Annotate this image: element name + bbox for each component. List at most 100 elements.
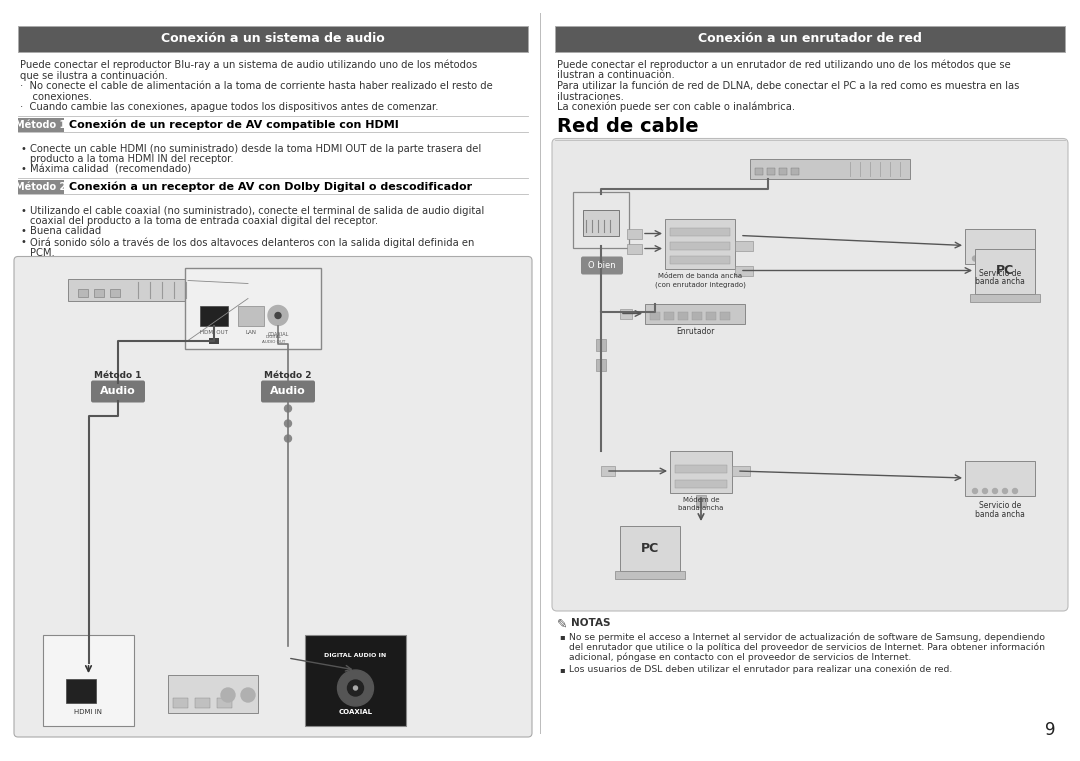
Text: PC: PC — [640, 542, 659, 555]
Text: Método 2: Método 2 — [15, 182, 67, 192]
Text: ilustraciones.: ilustraciones. — [557, 91, 624, 101]
FancyBboxPatch shape — [552, 139, 1068, 611]
Circle shape — [221, 688, 235, 702]
Text: Enrutador: Enrutador — [676, 327, 714, 336]
Circle shape — [284, 420, 292, 427]
FancyBboxPatch shape — [645, 304, 745, 323]
FancyBboxPatch shape — [596, 339, 606, 351]
FancyBboxPatch shape — [670, 451, 732, 493]
FancyBboxPatch shape — [66, 679, 96, 703]
Text: conexiones.: conexiones. — [21, 91, 92, 101]
FancyBboxPatch shape — [200, 305, 228, 326]
FancyBboxPatch shape — [675, 465, 727, 473]
FancyBboxPatch shape — [78, 288, 87, 297]
Circle shape — [1002, 489, 1008, 493]
Circle shape — [348, 680, 364, 696]
Text: DIGITAL
AUDIO OUT: DIGITAL AUDIO OUT — [262, 336, 286, 344]
Text: •: • — [21, 205, 27, 215]
FancyBboxPatch shape — [664, 311, 674, 320]
Text: banda ancha: banda ancha — [678, 505, 724, 511]
Circle shape — [993, 489, 998, 493]
Circle shape — [275, 313, 281, 319]
Circle shape — [268, 305, 288, 326]
FancyBboxPatch shape — [750, 158, 910, 179]
FancyBboxPatch shape — [581, 256, 623, 275]
FancyBboxPatch shape — [305, 635, 406, 726]
FancyBboxPatch shape — [767, 167, 775, 174]
FancyBboxPatch shape — [620, 308, 632, 319]
Text: COAXIAL: COAXIAL — [338, 709, 373, 715]
Text: Los usuarios de DSL deben utilizar el enrutador para realizar una conexión de re: Los usuarios de DSL deben utilizar el en… — [569, 665, 953, 674]
FancyBboxPatch shape — [18, 117, 64, 132]
Text: Puede conectar el reproductor a un enrutador de red utilizando uno de los método: Puede conectar el reproductor a un enrut… — [557, 60, 1011, 71]
FancyBboxPatch shape — [261, 380, 315, 403]
Text: PCM.: PCM. — [30, 247, 55, 257]
FancyBboxPatch shape — [94, 288, 104, 297]
Text: •: • — [21, 227, 27, 237]
Circle shape — [1013, 256, 1017, 261]
Text: Conexión a un receptor de AV con Dolby Digital o descodificador: Conexión a un receptor de AV con Dolby D… — [69, 181, 472, 192]
FancyBboxPatch shape — [650, 311, 660, 320]
FancyBboxPatch shape — [627, 228, 642, 238]
FancyBboxPatch shape — [970, 294, 1040, 301]
Text: HDMI IN: HDMI IN — [75, 709, 103, 715]
Circle shape — [241, 688, 255, 702]
FancyBboxPatch shape — [696, 495, 706, 507]
FancyBboxPatch shape — [173, 698, 188, 708]
FancyBboxPatch shape — [43, 635, 134, 726]
FancyBboxPatch shape — [91, 380, 145, 403]
Text: banda ancha: banda ancha — [975, 510, 1025, 519]
FancyBboxPatch shape — [735, 266, 753, 275]
Text: Utilizando el cable coaxial (no suministrado), conecte el terminal de salida de : Utilizando el cable coaxial (no suminist… — [30, 205, 484, 215]
Text: LAN: LAN — [245, 330, 257, 336]
FancyBboxPatch shape — [18, 26, 528, 52]
FancyBboxPatch shape — [670, 228, 730, 235]
Text: que se ilustra a continuación.: que se ilustra a continuación. — [21, 71, 167, 81]
Text: ·  No conecte el cable de alimentación a la toma de corriente hasta haber realiz: · No conecte el cable de alimentación a … — [21, 81, 492, 91]
FancyBboxPatch shape — [966, 461, 1035, 496]
Text: COAXIAL: COAXIAL — [268, 332, 288, 336]
Text: Máxima calidad  (recomendado): Máxima calidad (recomendado) — [30, 164, 191, 174]
Circle shape — [1013, 489, 1017, 493]
Text: ▪: ▪ — [559, 665, 565, 674]
Text: Método 2: Método 2 — [265, 371, 312, 380]
Text: No se permite el acceso a Internet al servidor de actualización de software de S: No se permite el acceso a Internet al se… — [569, 632, 1045, 642]
Text: DIGITAL AUDIO IN: DIGITAL AUDIO IN — [324, 653, 387, 658]
Text: 9: 9 — [1044, 721, 1055, 739]
FancyBboxPatch shape — [665, 218, 735, 269]
Text: •: • — [21, 164, 27, 174]
FancyBboxPatch shape — [583, 209, 619, 235]
FancyBboxPatch shape — [975, 249, 1035, 294]
Text: Servicio de: Servicio de — [978, 501, 1021, 510]
Circle shape — [284, 405, 292, 412]
Text: ·  Cuando cambie las conexiones, apague todos los dispositivos antes de comenzar: · Cuando cambie las conexiones, apague t… — [21, 102, 438, 112]
Text: Conexión de un receptor de AV compatible con HDMI: Conexión de un receptor de AV compatible… — [69, 119, 399, 129]
Text: Audio: Audio — [270, 387, 306, 396]
Text: (con enrutador integrado): (con enrutador integrado) — [654, 282, 745, 288]
FancyBboxPatch shape — [706, 311, 716, 320]
Text: Conexión a un sistema de audio: Conexión a un sistema de audio — [161, 33, 384, 46]
FancyBboxPatch shape — [678, 311, 688, 320]
FancyBboxPatch shape — [14, 256, 532, 737]
FancyBboxPatch shape — [670, 241, 730, 250]
FancyBboxPatch shape — [779, 167, 787, 174]
FancyBboxPatch shape — [600, 466, 615, 476]
Circle shape — [972, 489, 977, 493]
FancyBboxPatch shape — [573, 192, 629, 247]
Text: La conexión puede ser con cable o inalámbrica.: La conexión puede ser con cable o inalám… — [557, 102, 795, 113]
Text: Conecte un cable HDMI (no suministrado) desde la toma HDMI OUT de la parte trase: Conecte un cable HDMI (no suministrado) … — [30, 144, 482, 154]
Text: producto a la toma HDMI IN del receptor.: producto a la toma HDMI IN del receptor. — [30, 154, 233, 164]
FancyBboxPatch shape — [18, 180, 64, 193]
Text: coaxial del producto a la toma de entrada coaxial digital del receptor.: coaxial del producto a la toma de entrad… — [30, 216, 378, 226]
Circle shape — [983, 489, 987, 493]
Circle shape — [972, 256, 977, 261]
Text: •: • — [21, 144, 27, 154]
Text: Método 1: Método 1 — [94, 371, 141, 380]
Text: HDMI OUT: HDMI OUT — [200, 330, 228, 336]
Text: Para utilizar la función de red de DLNA, debe conectar el PC a la red como es mu: Para utilizar la función de red de DLNA,… — [557, 81, 1020, 91]
Text: O bien: O bien — [589, 261, 616, 270]
Text: Puede conectar el reproductor Blu-ray a un sistema de audio utilizando uno de lo: Puede conectar el reproductor Blu-ray a … — [21, 60, 477, 71]
Text: NOTAS: NOTAS — [571, 618, 610, 628]
FancyBboxPatch shape — [110, 288, 120, 297]
Text: Conexión a un enrutador de red: Conexión a un enrutador de red — [698, 33, 922, 46]
